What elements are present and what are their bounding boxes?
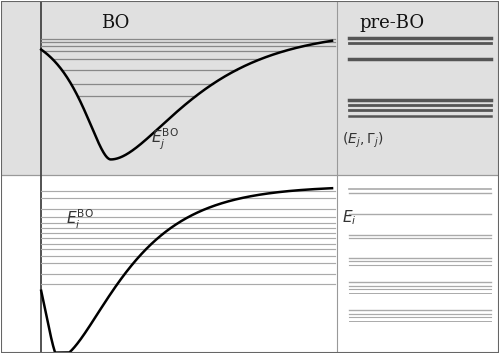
Text: $E_i^{\mathrm{BO}}$: $E_i^{\mathrm{BO}}$ xyxy=(66,208,94,231)
Text: $E_j^{\mathrm{BO}}$: $E_j^{\mathrm{BO}}$ xyxy=(150,127,178,152)
Text: BO: BO xyxy=(101,14,129,32)
Bar xyxy=(2,1,498,175)
Text: $E_i$: $E_i$ xyxy=(342,209,356,227)
Bar xyxy=(2,175,498,353)
Text: $(E_j,\Gamma_j)$: $(E_j,\Gamma_j)$ xyxy=(342,131,384,150)
Text: pre-BO: pre-BO xyxy=(360,14,424,32)
